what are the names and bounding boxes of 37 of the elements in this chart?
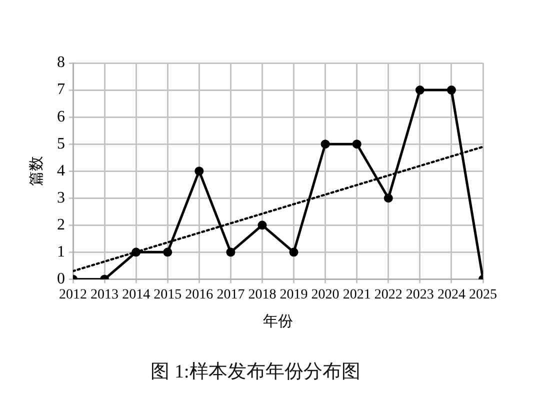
x-tick-label: 2020	[311, 287, 340, 302]
point	[194, 166, 204, 176]
point	[384, 194, 393, 203]
x-tick-label: 2016	[185, 287, 214, 302]
x-tick-label: 2024	[437, 287, 466, 302]
y-tick-label: 5	[57, 135, 65, 152]
y-tick-label: 7	[57, 81, 65, 98]
x-tick-label: 2019	[280, 287, 308, 302]
point	[320, 140, 330, 149]
x-tick-label: 2018	[248, 287, 276, 302]
text: 图 1:样本发布年份分布图	[150, 362, 360, 383]
y-tick-label: 0	[57, 270, 65, 288]
x-tick-label: 2021	[342, 287, 371, 302]
x-axis-title: 年份	[263, 313, 293, 330]
x-tick-label: 2012	[59, 287, 87, 302]
x-tick-label: 2022	[374, 287, 402, 302]
y-axis-title: 篇数	[28, 156, 45, 186]
x-tick-label: 2017	[216, 287, 245, 302]
y-tick-label: 6	[57, 108, 65, 126]
point	[352, 140, 362, 149]
point	[163, 248, 172, 257]
y-tick-label: 4	[57, 162, 65, 180]
x-tick-label: 2014	[122, 287, 150, 302]
point	[132, 248, 141, 257]
x-tick-label: 2023	[406, 287, 434, 302]
x-tick-label: 2025	[469, 287, 497, 302]
point	[446, 86, 456, 95]
point	[289, 248, 298, 257]
point	[226, 248, 236, 257]
x-tick-label: 2015	[154, 287, 182, 302]
y-tick-label: 1	[57, 243, 65, 260]
y-tick-label: 8	[57, 54, 65, 72]
point	[415, 86, 424, 95]
x-tick-label: 2013	[90, 287, 119, 302]
y-tick-label: 2	[57, 216, 65, 234]
y-tick-label: 3	[57, 189, 65, 206]
point	[258, 220, 267, 230]
